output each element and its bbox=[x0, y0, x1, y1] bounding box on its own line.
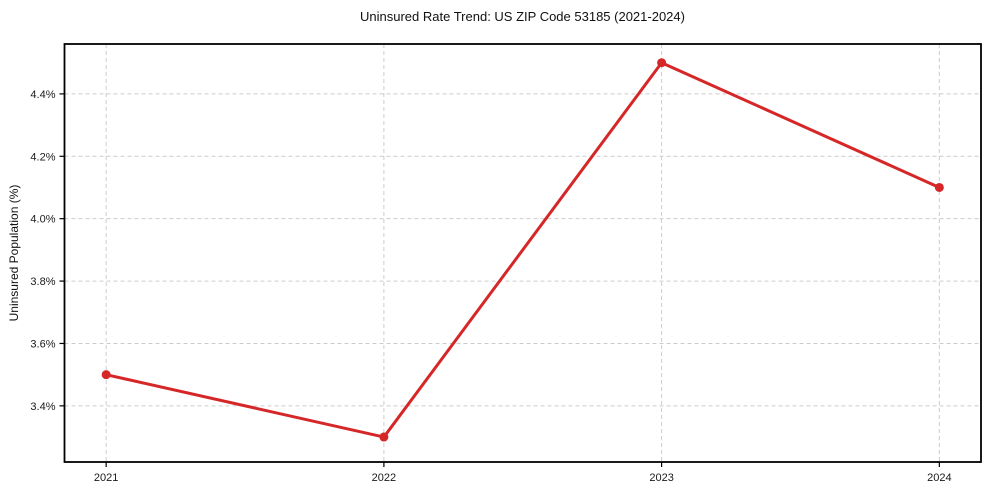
x-tick-label: 2024 bbox=[927, 472, 951, 484]
y-tick-label: 4.4% bbox=[30, 89, 55, 101]
chart-title: Uninsured Rate Trend: US ZIP Code 53185 … bbox=[360, 9, 685, 24]
data-point bbox=[379, 432, 389, 442]
data-point bbox=[934, 182, 944, 192]
x-tick-label: 2022 bbox=[372, 472, 396, 484]
y-tick-label: 4.2% bbox=[30, 151, 55, 163]
data-point bbox=[657, 58, 667, 68]
y-tick-label: 3.8% bbox=[30, 276, 55, 288]
y-tick-label: 4.0% bbox=[30, 214, 55, 226]
trend-line bbox=[104, 61, 941, 439]
y-tick-label: 3.6% bbox=[30, 338, 55, 350]
y-tick-label: 3.4% bbox=[30, 401, 55, 413]
x-tick-label: 2023 bbox=[649, 472, 673, 484]
data-point bbox=[101, 370, 111, 380]
x-tick-label: 2021 bbox=[94, 472, 118, 484]
plot-border bbox=[63, 43, 982, 463]
